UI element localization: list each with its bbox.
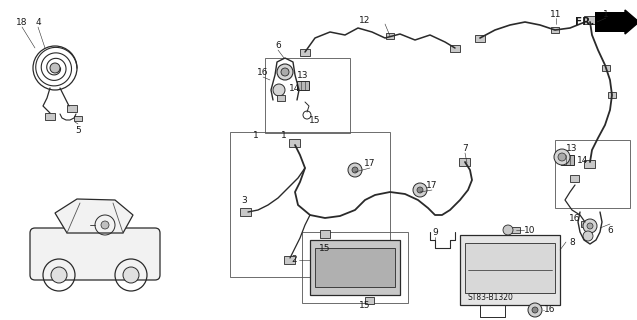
Bar — [585, 160, 596, 168]
Polygon shape — [625, 10, 637, 34]
Text: 8: 8 — [569, 237, 575, 246]
Text: 18: 18 — [17, 18, 28, 27]
Bar — [300, 49, 310, 55]
Text: 16: 16 — [544, 306, 555, 315]
Circle shape — [50, 63, 60, 73]
Circle shape — [583, 231, 593, 241]
Bar — [74, 116, 82, 121]
Bar — [551, 27, 559, 33]
Bar — [608, 92, 616, 98]
Circle shape — [348, 163, 362, 177]
Circle shape — [417, 187, 423, 193]
Bar — [265, 58, 350, 133]
Text: 6: 6 — [275, 41, 281, 50]
Circle shape — [101, 221, 109, 229]
Bar — [315, 248, 395, 287]
Bar — [277, 95, 285, 101]
Circle shape — [528, 303, 542, 317]
Circle shape — [413, 183, 427, 197]
Text: 14: 14 — [577, 156, 589, 164]
Bar — [460, 235, 560, 305]
Bar — [289, 139, 301, 147]
Text: 13: 13 — [297, 70, 309, 79]
Bar — [475, 35, 485, 42]
Circle shape — [587, 223, 593, 229]
Circle shape — [503, 225, 513, 235]
Circle shape — [554, 149, 570, 165]
Bar — [241, 208, 252, 216]
Text: 15: 15 — [309, 116, 321, 124]
Bar — [581, 221, 589, 227]
Text: FR.: FR. — [575, 17, 595, 27]
Bar — [512, 227, 520, 233]
Bar — [310, 240, 400, 295]
Bar — [459, 158, 471, 166]
Circle shape — [273, 84, 285, 96]
Bar — [555, 140, 630, 208]
Text: 17: 17 — [426, 180, 438, 189]
Bar — [595, 12, 625, 32]
Circle shape — [123, 267, 139, 283]
Circle shape — [352, 167, 358, 173]
Text: 4: 4 — [35, 18, 41, 27]
Circle shape — [532, 307, 538, 313]
Text: 5: 5 — [75, 125, 81, 134]
Bar — [45, 113, 55, 119]
Bar — [602, 65, 610, 71]
Circle shape — [558, 153, 566, 161]
Bar — [465, 243, 555, 293]
Bar — [297, 81, 309, 90]
Text: 11: 11 — [550, 10, 562, 19]
Bar — [230, 132, 390, 277]
Text: ST83-B1320: ST83-B1320 — [467, 293, 513, 302]
Text: 6: 6 — [607, 226, 613, 235]
Bar — [571, 174, 580, 181]
Text: 15: 15 — [319, 244, 331, 252]
Bar — [450, 44, 460, 52]
Text: 16: 16 — [569, 213, 581, 222]
Text: 3: 3 — [241, 196, 247, 204]
Text: 15: 15 — [359, 300, 371, 309]
Circle shape — [281, 68, 289, 76]
Bar — [585, 16, 596, 24]
Text: 12: 12 — [359, 15, 371, 25]
Circle shape — [51, 267, 67, 283]
Text: 1: 1 — [281, 131, 287, 140]
Text: 1: 1 — [603, 10, 609, 19]
Text: 2: 2 — [291, 255, 297, 264]
Circle shape — [583, 219, 597, 233]
Text: 10: 10 — [524, 226, 536, 235]
Bar — [561, 155, 575, 165]
Polygon shape — [55, 199, 133, 233]
Text: 14: 14 — [289, 84, 301, 92]
Bar — [67, 105, 77, 111]
Bar — [285, 256, 296, 264]
Text: 7: 7 — [462, 143, 468, 153]
Bar — [302, 232, 408, 303]
Circle shape — [277, 64, 293, 80]
Text: 16: 16 — [257, 68, 269, 76]
FancyBboxPatch shape — [30, 228, 160, 280]
Text: 17: 17 — [364, 158, 376, 167]
Text: 9: 9 — [432, 228, 438, 236]
Text: 1: 1 — [253, 131, 259, 140]
Bar — [386, 33, 394, 39]
Bar — [366, 297, 375, 303]
Bar — [320, 230, 330, 238]
Text: 13: 13 — [566, 143, 578, 153]
